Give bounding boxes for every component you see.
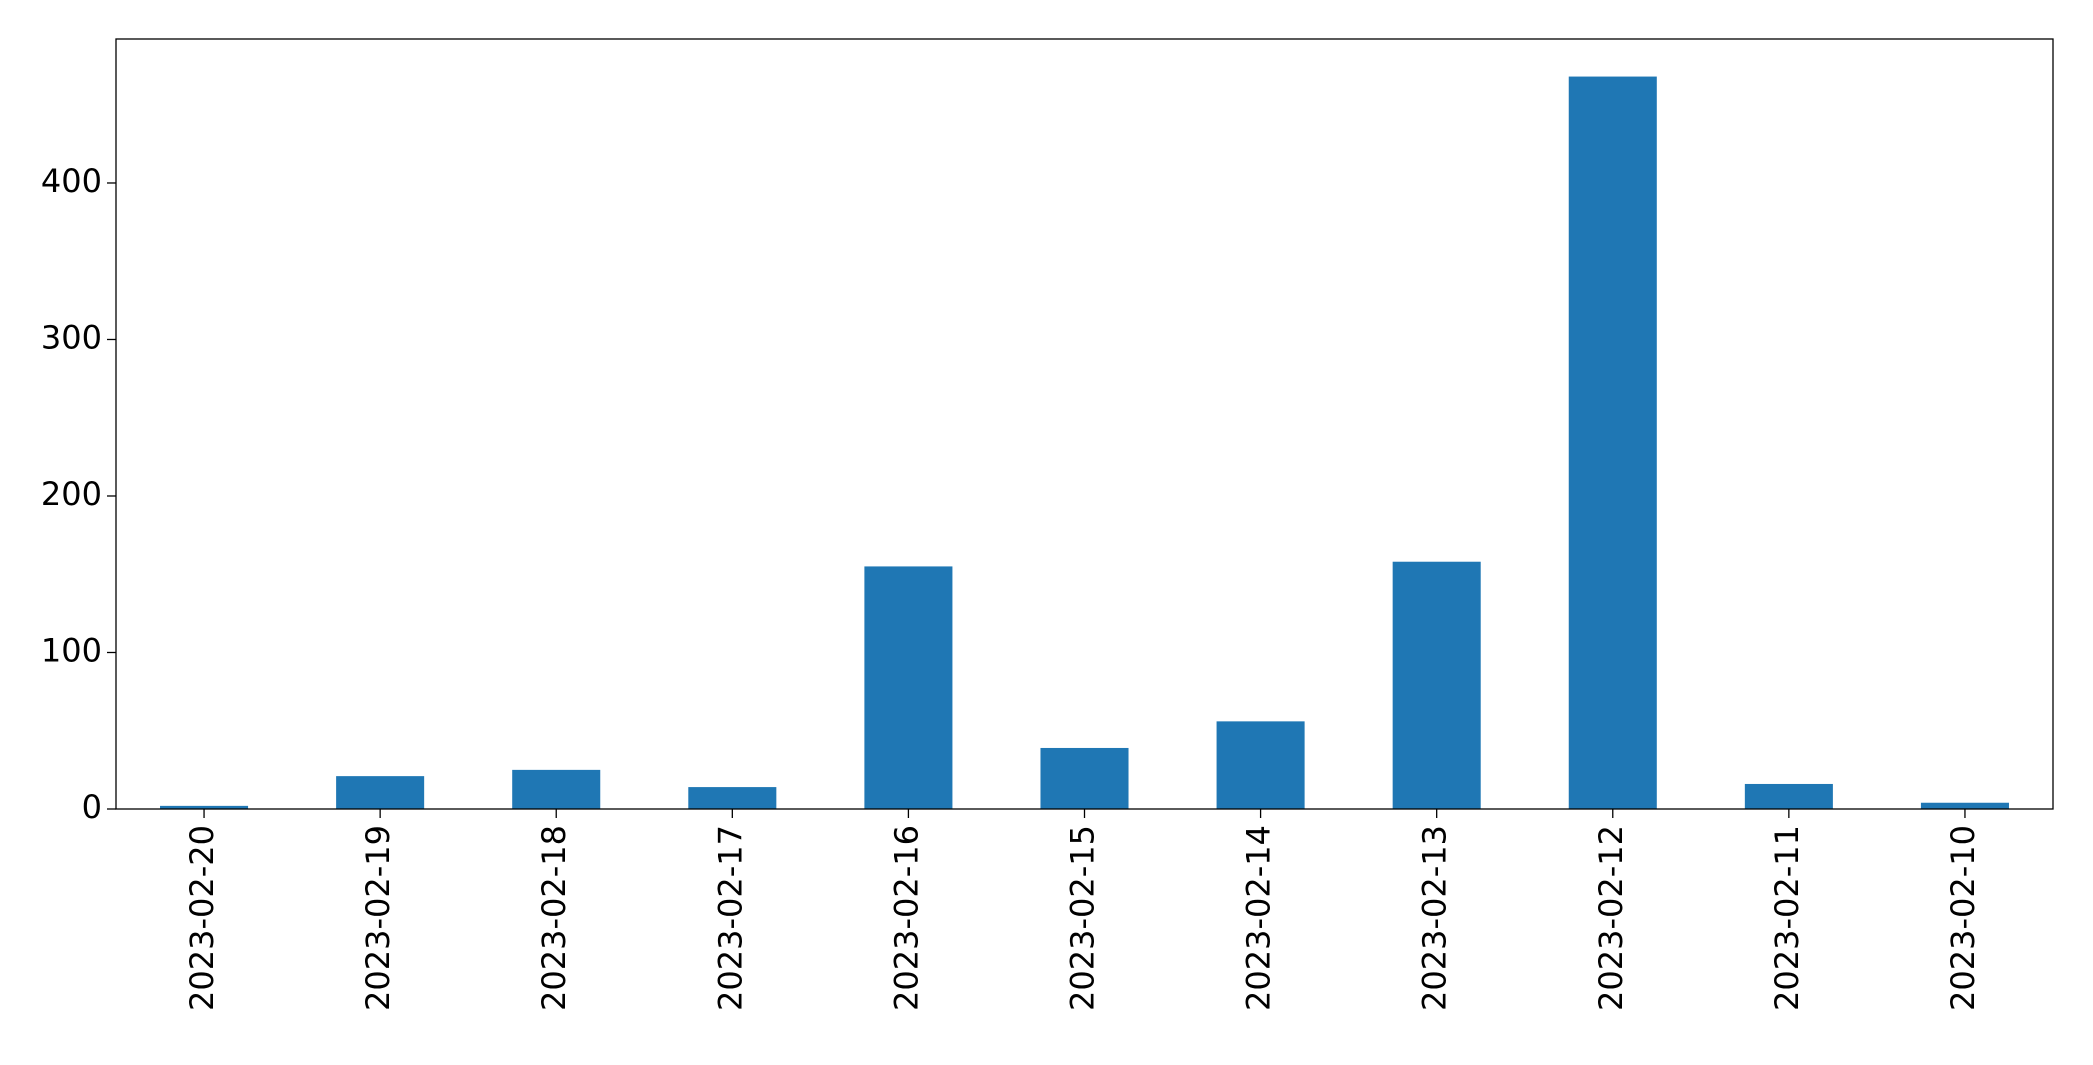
x-tick-label: 2023-02-12 (1592, 825, 1630, 1011)
bar (1568, 76, 1657, 809)
y-tick-label: 400 (41, 162, 102, 200)
x-tick-label: 2023-02-11 (1768, 825, 1806, 1011)
bar (688, 787, 777, 809)
bar (1392, 561, 1481, 809)
bar (1920, 802, 2009, 809)
x-tick-label: 2023-02-16 (887, 825, 925, 1011)
x-tick-label: 2023-02-20 (183, 825, 221, 1011)
x-tick-label: 2023-02-19 (359, 825, 397, 1011)
x-tick-label: 2023-02-14 (1240, 825, 1278, 1011)
x-tick-label: 2023-02-13 (1416, 825, 1454, 1011)
bar (160, 805, 249, 809)
x-tick-label: 2023-02-17 (711, 825, 749, 1011)
bar (512, 769, 601, 809)
bar (1040, 747, 1129, 809)
x-tick-label: 2023-02-10 (1944, 825, 1982, 1011)
bar (864, 566, 953, 809)
y-tick-label: 100 (41, 631, 102, 669)
plot-frame (115, 38, 2054, 810)
bar (1216, 721, 1305, 809)
bar (1744, 783, 1833, 809)
y-tick-label: 0 (82, 788, 102, 826)
y-tick-label: 300 (41, 318, 102, 356)
x-tick-label: 2023-02-18 (535, 825, 573, 1011)
y-tick-label: 200 (41, 475, 102, 513)
x-tick-label: 2023-02-15 (1064, 825, 1102, 1011)
bar (336, 776, 425, 809)
